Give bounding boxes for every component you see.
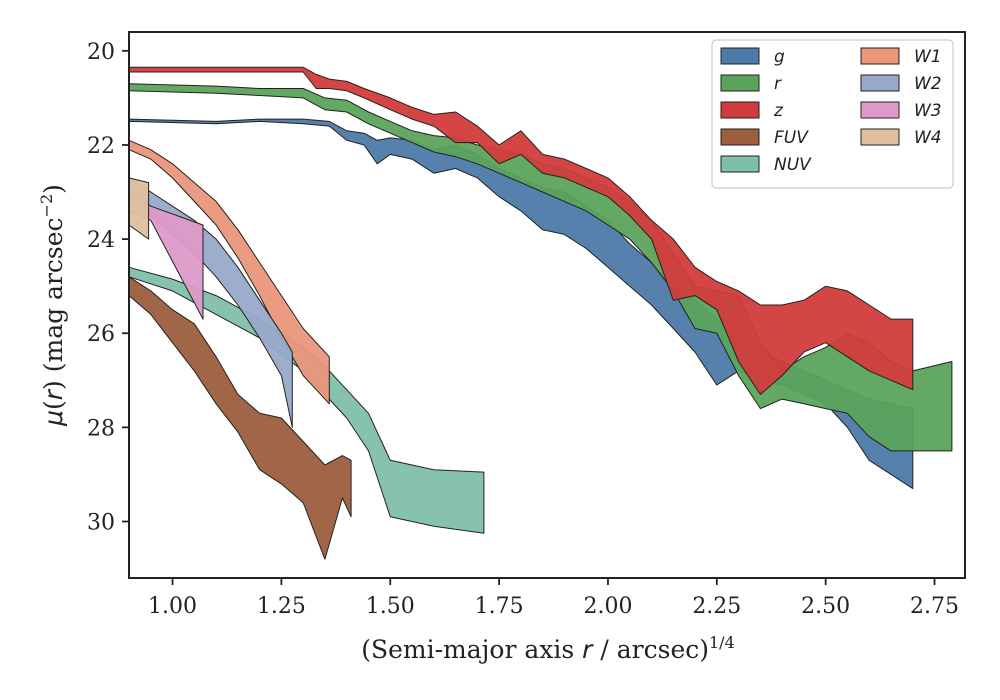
legend-label-w4: W4 [914, 128, 942, 148]
x-tick-label: 2.00 [583, 594, 632, 619]
legend-swatch-w4 [860, 128, 900, 146]
band-w1 [128, 139, 330, 405]
legend-label-fuv: FUV [774, 128, 809, 148]
band-fuv [128, 276, 352, 560]
legend-swatch-nuv [720, 155, 760, 173]
legend-swatch-w3 [860, 101, 900, 119]
legend-label-r: r [774, 74, 782, 94]
x-tick-label: 2.25 [692, 594, 741, 619]
y-tick-label: 24 [87, 228, 115, 253]
legend-swatch-w1 [860, 47, 900, 65]
legend-label-w1: W1 [914, 47, 942, 67]
y-tick-label: 28 [87, 416, 115, 441]
x-tick-label: 2.50 [801, 594, 850, 619]
plot-frame [128, 31, 966, 579]
legend-entries: grz FUV NUV W1 W2 W3 W4 [720, 47, 942, 175]
legend-swatch-w2 [860, 74, 900, 92]
x-tick-label: 1.50 [366, 594, 415, 619]
y-axis-label: μ(r) (mag arcsec−2) [37, 184, 68, 427]
legend-label-nuv: NUV [774, 155, 812, 175]
y-tick-label: 26 [87, 322, 115, 347]
y-axis-ticks: 20 22 24 26 28 30 [87, 40, 129, 536]
legend-swatch-r [720, 74, 760, 92]
legend-swatch-z [720, 101, 760, 119]
legend-swatch-g [720, 47, 760, 65]
legend-label-z: z [773, 101, 784, 121]
y-tick-label: 20 [87, 40, 115, 65]
x-tick-label: 1.25 [257, 594, 306, 619]
legend: grz FUV NUV W1 W2 W3 W4 [711, 39, 954, 189]
band-z [128, 66, 914, 395]
x-tick-label: 2.75 [910, 594, 959, 619]
x-tick-label: 1.75 [475, 594, 524, 619]
y-tick-label: 30 [87, 511, 115, 536]
x-tick-label: 1.00 [148, 594, 197, 619]
legend-swatch-fuv [720, 128, 760, 146]
profile-bands [128, 66, 953, 560]
legend-label-g: g [774, 47, 785, 67]
y-tick-label: 22 [87, 134, 115, 159]
legend-label-w2: W2 [914, 74, 942, 94]
x-axis-label: (Semi-major axis r / arcsec)1/4 [361, 633, 735, 664]
legend-label-w3: W3 [914, 101, 942, 121]
x-axis-ticks: 1.00 1.25 1.50 1.75 2.00 2.25 2.50 2.75 [148, 578, 959, 619]
